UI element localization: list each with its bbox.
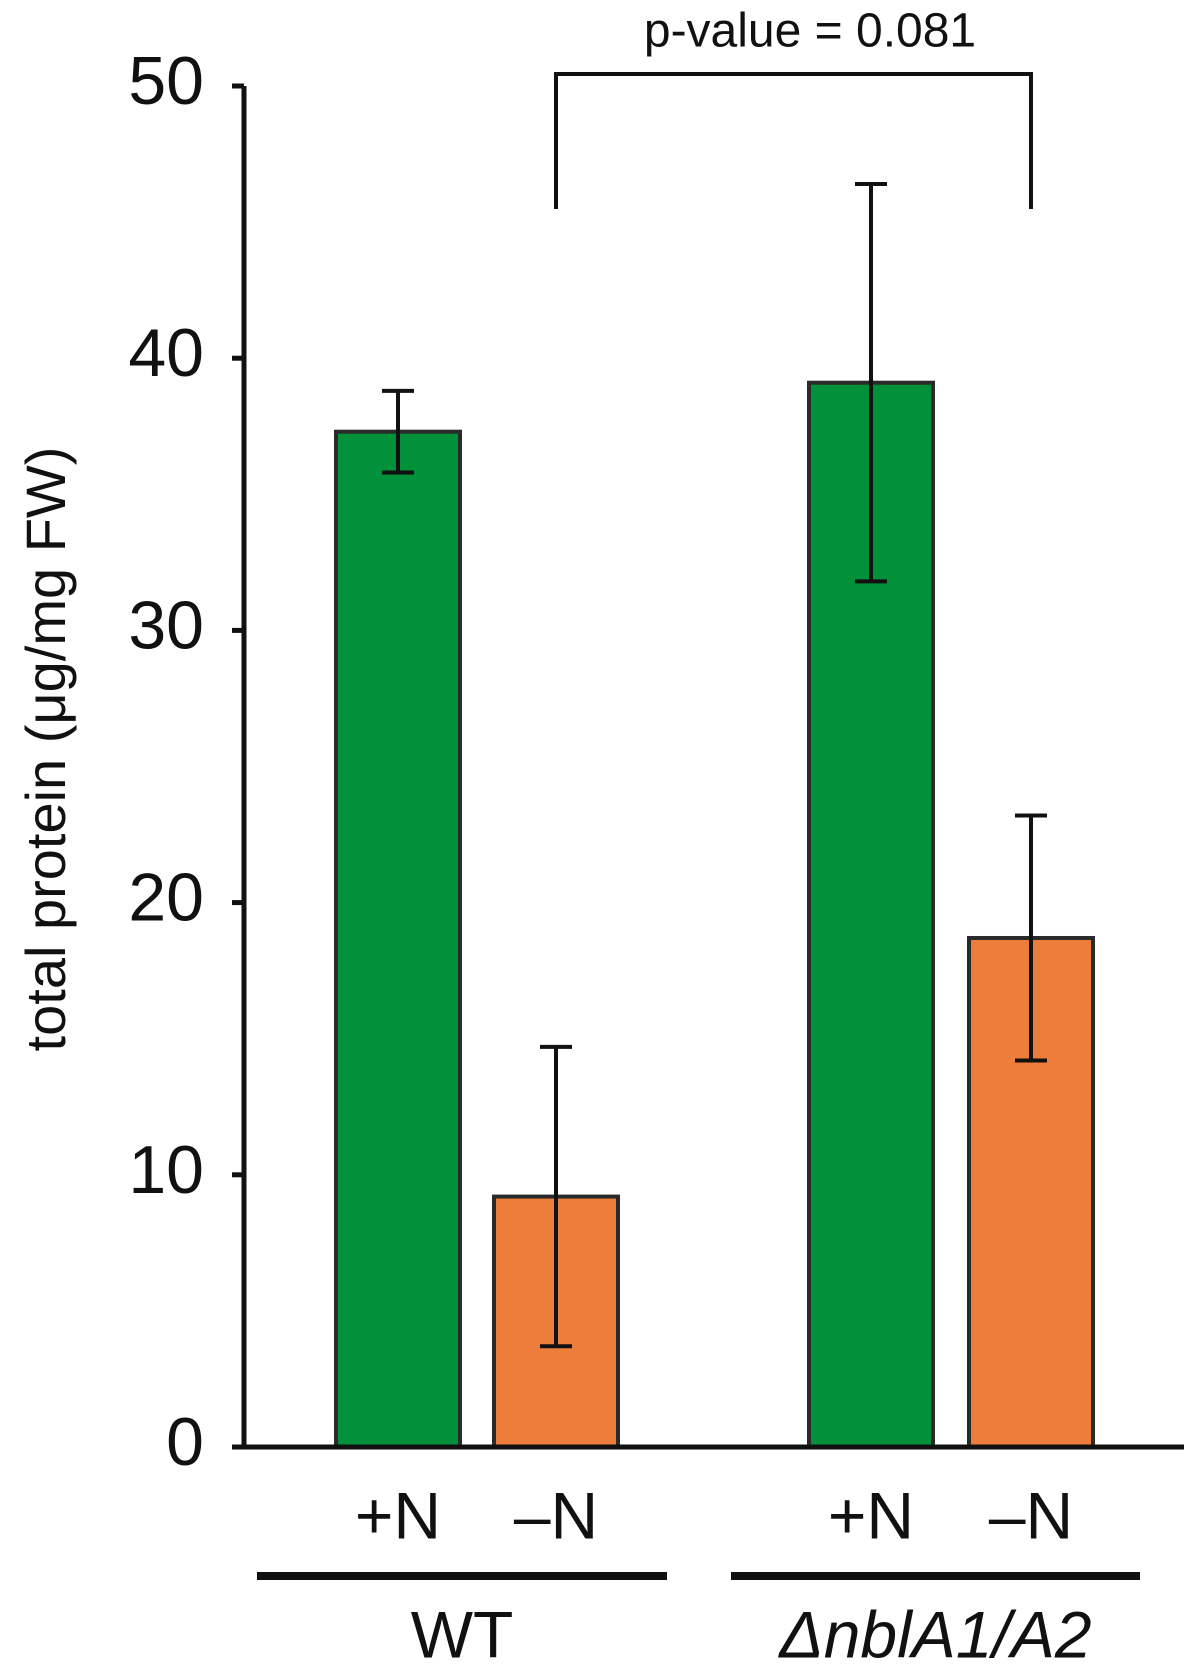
y-tick-label: 0: [166, 1404, 204, 1480]
x-tick-label: +N: [828, 1478, 914, 1552]
group-label: WT: [411, 1597, 514, 1671]
y-tick-label: 10: [128, 1132, 204, 1208]
y-tick-label: 50: [128, 43, 204, 119]
annotation: p-value = 0.081: [644, 5, 976, 58]
group-label: ΔnblA1/A2: [777, 1597, 1091, 1671]
significance-bracket: [554, 72, 1033, 209]
bar: [334, 429, 462, 1450]
y-tick-label: 20: [128, 860, 204, 936]
x-tick-label: +N: [355, 1478, 441, 1552]
y-tick-label: 40: [128, 315, 204, 391]
y-tick-label: 30: [128, 587, 204, 663]
x-tick-label: –N: [514, 1478, 598, 1552]
y-axis-label: total protein (μg/mg FW): [14, 447, 77, 1052]
x-tick-label: –N: [989, 1478, 1073, 1552]
